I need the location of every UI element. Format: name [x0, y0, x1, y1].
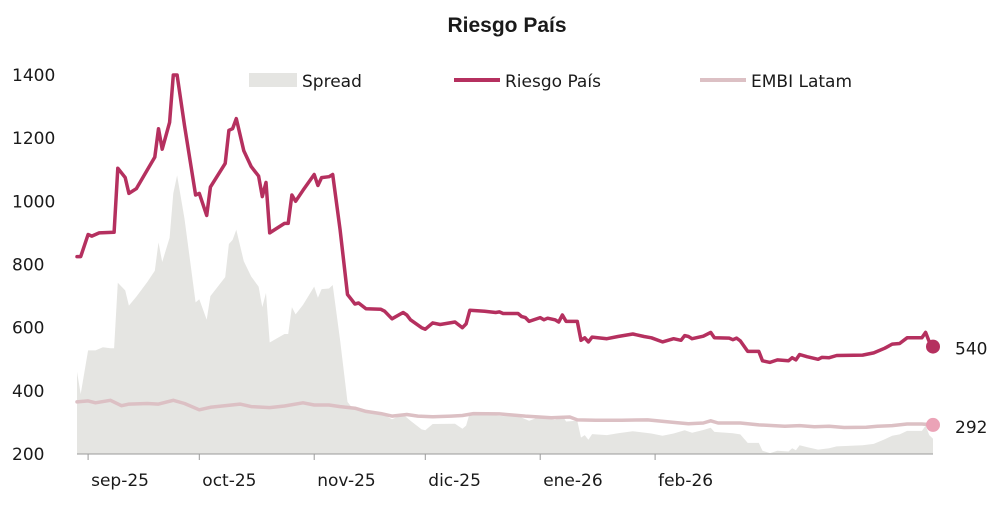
y-tick-label: 1200	[12, 129, 55, 149]
end-label-embi-latam: 292	[955, 418, 987, 438]
legend: Spread Riesgo País EMBI Latam	[249, 72, 852, 92]
end-label-riesgo-pais: 540	[955, 340, 987, 360]
series-riesgo-pais-line	[75, 73, 935, 365]
end-dot-embi-latam	[926, 417, 940, 432]
end-markers: 540 292	[926, 339, 987, 438]
x-tick-label: oct-25	[202, 471, 256, 491]
y-tick-label: 400	[12, 382, 44, 402]
series-spread-area	[77, 175, 933, 454]
x-tick-label: dic-25	[428, 471, 481, 491]
series-embi-latam-line	[75, 398, 935, 430]
legend-item-embi-latam: EMBI Latam	[700, 72, 852, 92]
y-tick-label: 1000	[12, 192, 55, 212]
legend-swatch-spread	[249, 73, 297, 87]
plot-area	[75, 73, 935, 454]
y-axis-ticks: 200 400 600 800 1000 1200 1400	[12, 66, 55, 465]
x-tick-label: feb-26	[658, 471, 713, 491]
end-dot-riesgo-pais	[926, 339, 940, 354]
legend-label-riesgo-pais: Riesgo País	[505, 72, 601, 92]
y-tick-label: 800	[12, 256, 44, 276]
x-axis-ticks: sep-25 oct-25 nov-25 dic-25 ene-26 feb-26	[87, 454, 713, 491]
x-tick-label: ene-26	[543, 471, 602, 491]
legend-label-spread: Spread	[302, 72, 362, 92]
legend-item-spread: Spread	[249, 72, 362, 92]
y-tick-label: 600	[12, 319, 44, 339]
x-tick-label: nov-25	[317, 471, 376, 491]
legend-item-riesgo-pais: Riesgo País	[454, 72, 601, 92]
chart-title: Riesgo País	[447, 14, 566, 37]
y-tick-label: 200	[12, 445, 44, 465]
legend-label-embi-latam: EMBI Latam	[751, 72, 852, 92]
y-tick-label: 1400	[12, 66, 55, 86]
x-tick-label: sep-25	[91, 471, 149, 491]
